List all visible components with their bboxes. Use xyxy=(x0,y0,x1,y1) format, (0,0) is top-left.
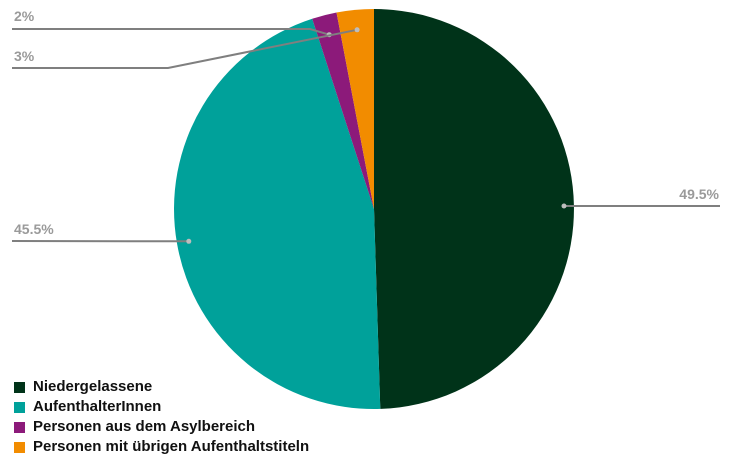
pie-slice-niedergelassene xyxy=(374,9,574,409)
pie-slice-aufenthalterinnen xyxy=(174,18,381,409)
leader-line-personen-mit-uebrigen-aufenthaltstiteln xyxy=(12,28,358,69)
pie-slice-personen-aus-dem-asylbereich xyxy=(312,12,374,210)
leader-dot-aufenthalterinnen xyxy=(186,238,192,244)
legend-swatch xyxy=(14,401,25,413)
legend-swatch xyxy=(14,421,25,433)
legend-swatch xyxy=(14,441,25,453)
pie-slice-personen-mit-uebrigen-aufenthaltstiteln xyxy=(336,8,374,209)
legend-label: AufenthalterInnen xyxy=(33,398,162,415)
leader-line-personen-aus-dem-asylbereich xyxy=(12,28,330,36)
legend-swatch xyxy=(14,381,25,393)
legend: Niedergelassene AufenthalterInnen Personen… xyxy=(14,377,309,457)
data-label-niedergelassene: 49.5% xyxy=(679,186,719,202)
leader-lines xyxy=(11,27,720,244)
legend-label: Personen aus dem Asylbereich xyxy=(33,418,256,435)
data-label-personen-aus-dem-asylbereich: 2% xyxy=(14,8,35,24)
legend-label: Personen mit übrigen Aufenthaltstiteln xyxy=(33,438,310,455)
leader-dot-personen-mit-uebrigen-aufenthaltstiteln xyxy=(354,27,360,33)
leader-dot-niedergelassene xyxy=(561,203,567,209)
pie-slices xyxy=(174,8,574,409)
legend-label: Niedergelassene xyxy=(33,378,153,395)
data-label-personen-mit-uebrigen-aufenthaltstiteln: 3% xyxy=(14,48,35,64)
legend-item-personen-mit-uebrigen-aufenthaltstiteln: Personen mit übrigen Aufenthaltstiteln xyxy=(14,437,309,457)
legend-item-personen-aus-dem-asylbereich: Personen aus dem Asylbereich xyxy=(14,417,309,437)
legend-item-aufenthalterinnen: AufenthalterInnen xyxy=(14,397,309,417)
data-label-aufenthalterinnen: 45.5% xyxy=(14,221,54,237)
legend-item-niedergelassene: Niedergelassene xyxy=(14,377,309,397)
data-labels: 49.5% 45.5% 2% 3% xyxy=(14,8,720,237)
